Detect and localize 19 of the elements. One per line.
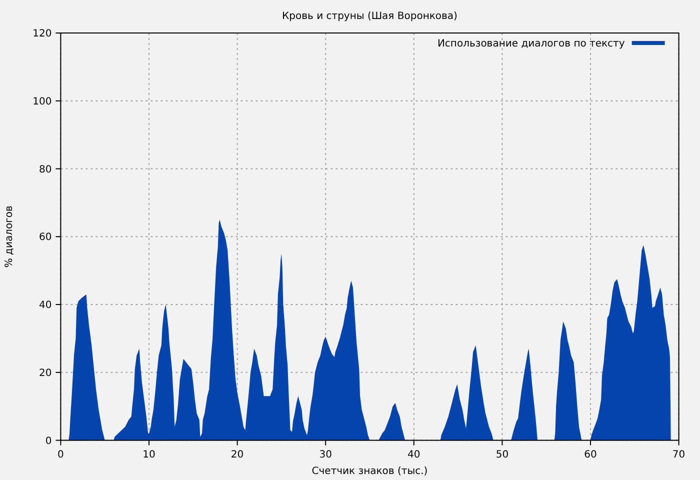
x-tick-label: 60 bbox=[584, 449, 597, 460]
y-tick-label: 40 bbox=[38, 300, 52, 312]
x-tick-label: 10 bbox=[142, 449, 156, 460]
x-tick-label: 0 bbox=[58, 449, 64, 460]
y-tick-label: 80 bbox=[38, 164, 52, 176]
y-tick-label: 120 bbox=[32, 28, 52, 40]
y-tick-label: 60 bbox=[38, 232, 52, 244]
x-tick-label: 40 bbox=[408, 449, 420, 460]
y-tick-label: 100 bbox=[32, 96, 52, 108]
chart-title: Кровь и струны (Шая Воронкова) bbox=[282, 11, 458, 22]
y-axis-title: % диалогов bbox=[4, 206, 15, 268]
legend-label: Использование диалогов по тексту bbox=[437, 38, 625, 50]
y-tick-label: 0 bbox=[45, 436, 52, 447]
x-tick-label: 70 bbox=[672, 449, 686, 460]
x-axis-title: Счетчик знаков (тыс.) bbox=[312, 466, 428, 477]
x-tick-label: 30 bbox=[319, 449, 332, 460]
x-tick-label: 50 bbox=[496, 449, 509, 460]
x-tick-label: 20 bbox=[230, 449, 244, 460]
y-tick-label: 20 bbox=[38, 368, 52, 379]
